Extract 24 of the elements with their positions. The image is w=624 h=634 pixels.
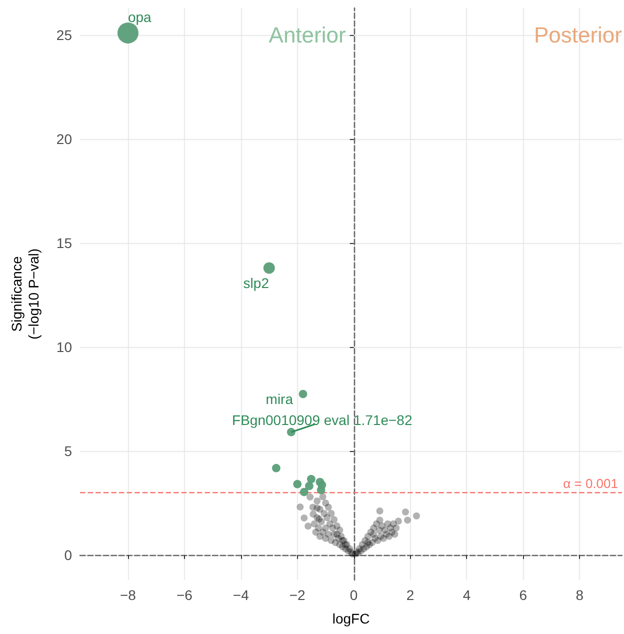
- y-tick-label: 10: [56, 339, 72, 356]
- annotation: FBgn0010909 eval 1.71e−82: [232, 412, 412, 428]
- x-tick-label: −4: [232, 587, 250, 603]
- x-tick-label: 4: [462, 587, 471, 603]
- y-tick-label: 25: [56, 27, 72, 44]
- x-tick-label: 0: [350, 587, 358, 603]
- x-tick-label: −2: [289, 587, 306, 603]
- x-tick-label: 8: [576, 587, 584, 603]
- y-tick-label: 20: [56, 131, 72, 148]
- annotation: slp2: [243, 275, 270, 291]
- x-tick-label: −6: [176, 587, 193, 603]
- annotation: mira: [266, 391, 294, 408]
- x-tick-label: 2: [406, 587, 414, 603]
- x-tick-label: −8: [120, 587, 136, 603]
- y-axis-title: Significance (−log10 P−val): [8, 248, 42, 340]
- annotation: opa: [128, 8, 152, 25]
- y-tick-label: 5: [64, 443, 72, 460]
- x-axis-title: logFC: [332, 610, 370, 626]
- annotation: α = 0.001: [563, 476, 618, 492]
- y-tick-label: 0: [64, 547, 72, 564]
- annotation: Anterior: [268, 22, 346, 48]
- x-tick-label: 6: [519, 587, 528, 603]
- annotation: Posterior: [534, 22, 622, 48]
- y-tick-label: 15: [56, 235, 72, 252]
